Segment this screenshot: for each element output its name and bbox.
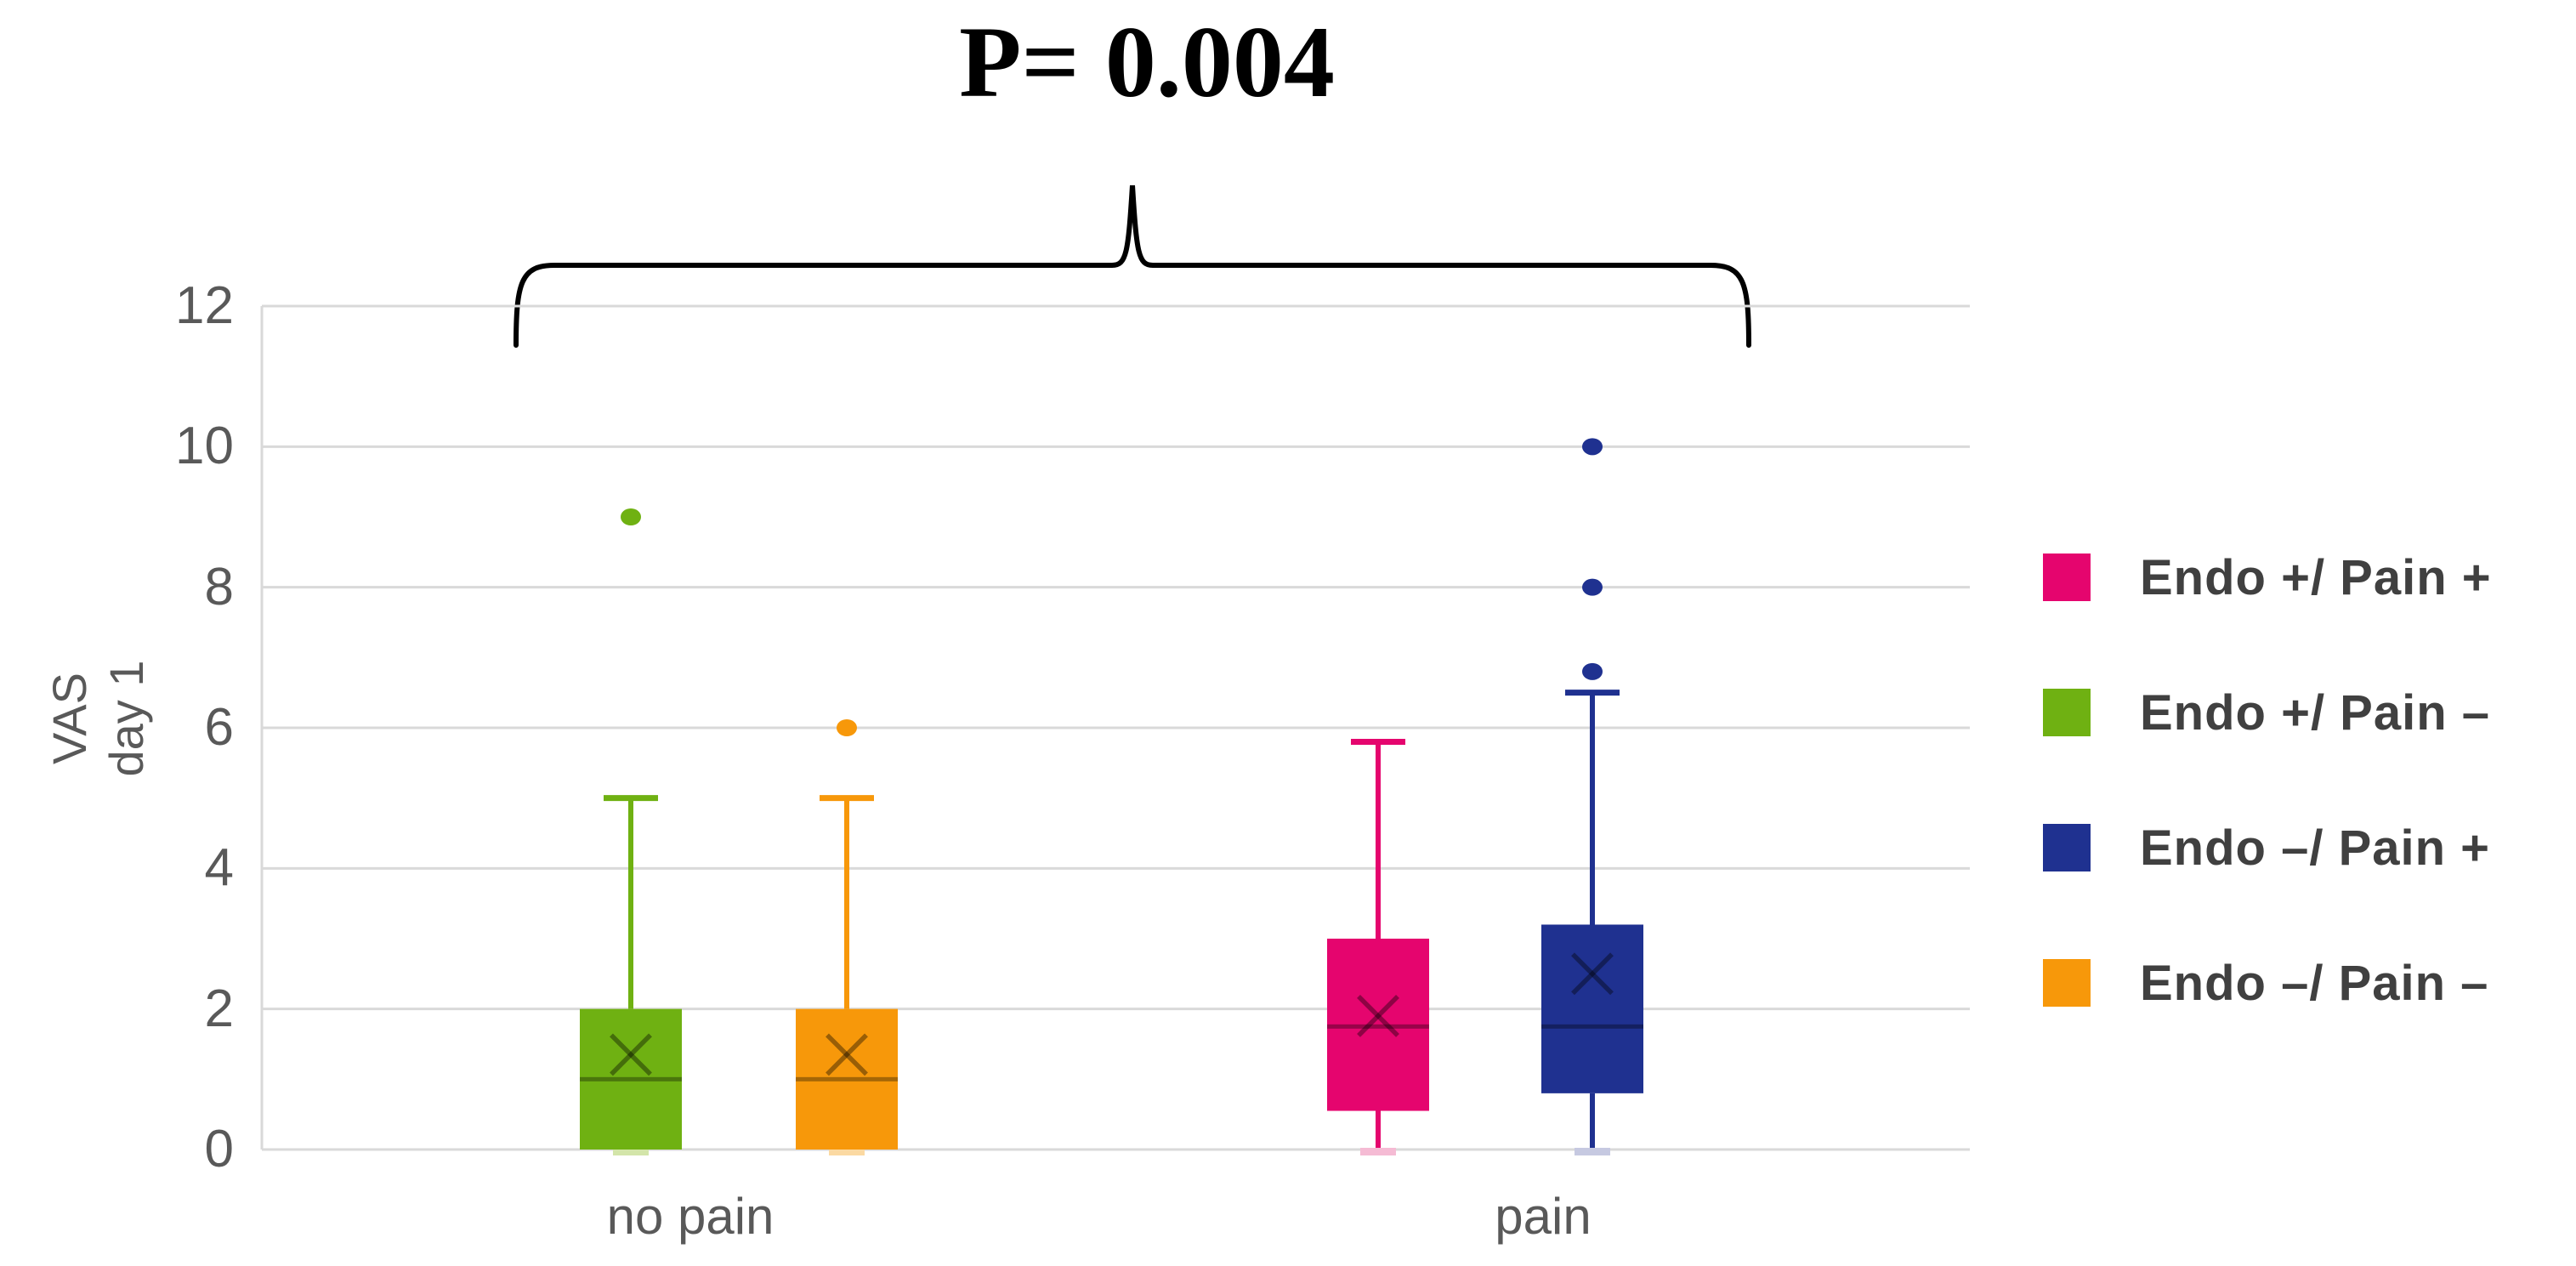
box-endo-neg-pain-neg	[796, 1008, 898, 1150]
mean-marker-endo-pos-pain-pos	[1357, 994, 1399, 1037]
y-tick-label-4: 4	[204, 838, 234, 898]
legend-label-endo-neg-pain-neg: Endo –/ Pain –	[2140, 955, 2489, 1011]
outlier-dot-endo-neg-pain-pos-6.8	[1582, 662, 1603, 680]
y-axis-title-line1: VAS	[42, 673, 96, 764]
plot-area	[260, 304, 1970, 1155]
legend-label-endo-neg-pain-pos: Endo –/ Pain +	[2140, 820, 2491, 876]
mean-marker-endo-neg-pain-pos	[1571, 952, 1614, 996]
median-line-endo-pos-pain-pos	[1327, 1024, 1429, 1029]
y-tick-label-0: 0	[204, 1120, 234, 1178]
whisker-cap-lower-endo-neg-pain-neg	[829, 1148, 865, 1155]
y-axis-title: VAS day 1	[41, 540, 155, 897]
mean-marker-endo-neg-pain-neg	[826, 1033, 868, 1076]
box-endo-pos-pain-pos	[1327, 939, 1429, 1111]
whisker-cap-lower-endo-neg-pain-pos	[1575, 1148, 1610, 1155]
y-tick-label-8: 8	[204, 557, 234, 616]
significance-brace-icon	[513, 185, 1751, 348]
y-tick-label-6: 6	[204, 698, 234, 757]
outlier-dot-endo-neg-pain-pos-8	[1582, 578, 1603, 596]
mean-marker-endo-pos-pain-pos	[1357, 994, 1399, 1037]
mean-marker-endo-neg-pain-pos	[1571, 952, 1614, 996]
x-axis-label-no-pain: no pain	[606, 1188, 775, 1245]
outlier-dot-endo-neg-pain-neg-6	[837, 719, 857, 736]
outlier-dot-endo-pos-pain-neg-9	[621, 508, 641, 525]
mean-marker-endo-pos-pain-neg	[610, 1033, 652, 1076]
median-line-endo-neg-pain-neg	[796, 1076, 898, 1081]
y-tick-label-10: 10	[175, 417, 234, 476]
box-endo-neg-pain-pos	[1541, 924, 1643, 1093]
y-tick-label-2: 2	[204, 979, 234, 1038]
legend-swatch-icon-endo-neg-pain-pos	[2043, 824, 2091, 871]
legend-label-endo-pos-pain-neg: Endo +/ Pain –	[2140, 684, 2491, 741]
legend-row-endo-pos-pain-pos: Endo +/ Pain +	[2043, 550, 2492, 605]
legend-row-endo-neg-pain-neg: Endo –/ Pain –	[2043, 956, 2488, 1011]
legend-row-endo-pos-pain-neg: Endo +/ Pain –	[2043, 685, 2490, 741]
box-endo-pos-pain-neg	[580, 1008, 682, 1150]
outlier-dot-endo-neg-pain-pos-10	[1582, 438, 1603, 456]
legend-swatch-icon-endo-pos-pain-pos	[2043, 554, 2091, 601]
median-line-endo-pos-pain-neg	[580, 1076, 682, 1081]
legend-row-endo-neg-pain-pos: Endo –/ Pain +	[2043, 820, 2490, 876]
x-axis-label-pain: pain	[1495, 1188, 1592, 1245]
y-tick-label-12: 12	[175, 276, 234, 335]
whisker-cap-lower-endo-pos-pain-neg	[613, 1148, 649, 1155]
median-line-endo-neg-pain-pos	[1541, 1024, 1643, 1029]
y-axis-title-line2: day 1	[99, 660, 153, 777]
mean-marker-endo-neg-pain-neg	[826, 1033, 868, 1076]
whisker-cap-lower-endo-pos-pain-pos	[1360, 1148, 1396, 1155]
mean-marker-endo-pos-pain-neg	[610, 1033, 652, 1076]
legend-label-endo-pos-pain-pos: Endo +/ Pain +	[2140, 549, 2492, 605]
p-value-label: P= 0.004	[959, 5, 1335, 118]
legend-swatch-icon-endo-pos-pain-neg	[2043, 689, 2091, 736]
legend-swatch-icon-endo-neg-pain-neg	[2043, 959, 2091, 1007]
